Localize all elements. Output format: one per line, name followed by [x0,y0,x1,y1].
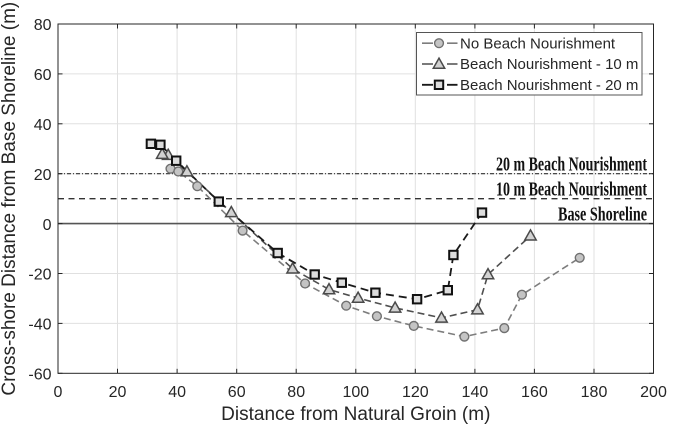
svg-text:-20: -20 [28,267,51,284]
svg-text:20: 20 [109,384,127,401]
svg-text:No Beach Nourishment: No Beach Nourishment [460,35,616,52]
svg-text:0: 0 [54,384,63,401]
svg-text:180: 180 [581,384,608,401]
svg-text:Distance from Natural Groin (m: Distance from Natural Groin (m) [221,404,490,425]
svg-text:Beach Nourishment - 10 m: Beach Nourishment - 10 m [460,56,638,73]
svg-text:Beach Nourishment - 20 m: Beach Nourishment - 20 m [460,77,638,94]
svg-text:-40: -40 [28,317,51,334]
svg-text:10 m Beach Nourishment: 10 m Beach Nourishment [496,179,647,201]
svg-text:Base Shoreline: Base Shoreline [558,203,647,225]
svg-text:Cross-shore Distance from Base: Cross-shore Distance from Base Shoreline… [0,2,20,396]
svg-text:20: 20 [34,167,52,184]
svg-text:200: 200 [640,384,667,401]
svg-text:-60: -60 [28,367,51,384]
svg-text:100: 100 [342,384,369,401]
svg-text:60: 60 [34,67,52,84]
svg-text:20 m Beach Nourishment: 20 m Beach Nourishment [496,154,647,176]
svg-text:140: 140 [462,384,489,401]
svg-text:40: 40 [34,117,52,134]
svg-text:160: 160 [521,384,548,401]
svg-text:120: 120 [402,384,429,401]
svg-text:80: 80 [287,384,305,401]
svg-text:60: 60 [228,384,246,401]
svg-text:0: 0 [43,217,52,234]
svg-text:40: 40 [168,384,186,401]
svg-text:80: 80 [34,17,52,34]
